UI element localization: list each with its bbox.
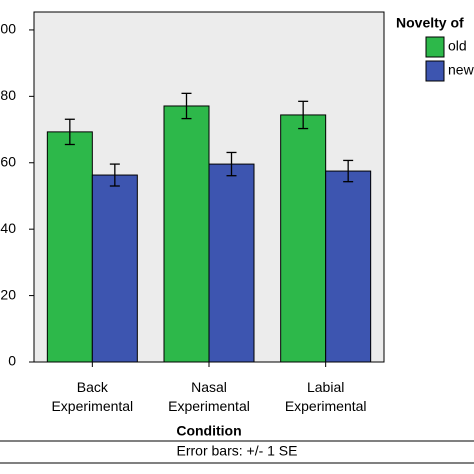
footnote: Error bars: +/- 1 SE [177, 443, 298, 459]
bar [91, 174, 138, 363]
error-bar [226, 151, 237, 177]
bar [325, 170, 372, 363]
legend-title: Novelty of [396, 15, 464, 31]
bar [280, 114, 327, 363]
error-bar [109, 163, 120, 187]
bar [46, 131, 93, 363]
legend-swatch [425, 60, 445, 82]
error-bar [64, 118, 75, 146]
x-axis-label: Condition [176, 423, 241, 439]
x-tick-label: Labial Experimental [285, 379, 367, 414]
y-tick-label: 100 [0, 21, 16, 37]
error-bar [343, 159, 354, 183]
bar [208, 163, 255, 363]
y-tick-label: 0 [8, 353, 16, 369]
y-tick-label: 20 [0, 286, 16, 302]
legend-label: new [448, 62, 474, 78]
error-bar [181, 92, 192, 120]
legend-swatch [425, 36, 445, 58]
y-tick-label: 40 [0, 220, 16, 236]
y-tick-label: 60 [0, 153, 16, 169]
legend-label: old [448, 38, 467, 54]
error-bar [298, 100, 309, 130]
bar [163, 105, 210, 363]
y-tick-label: 80 [0, 87, 16, 103]
x-tick-label: Back Experimental [51, 379, 133, 414]
x-tick-label: Nasal Experimental [168, 379, 250, 414]
